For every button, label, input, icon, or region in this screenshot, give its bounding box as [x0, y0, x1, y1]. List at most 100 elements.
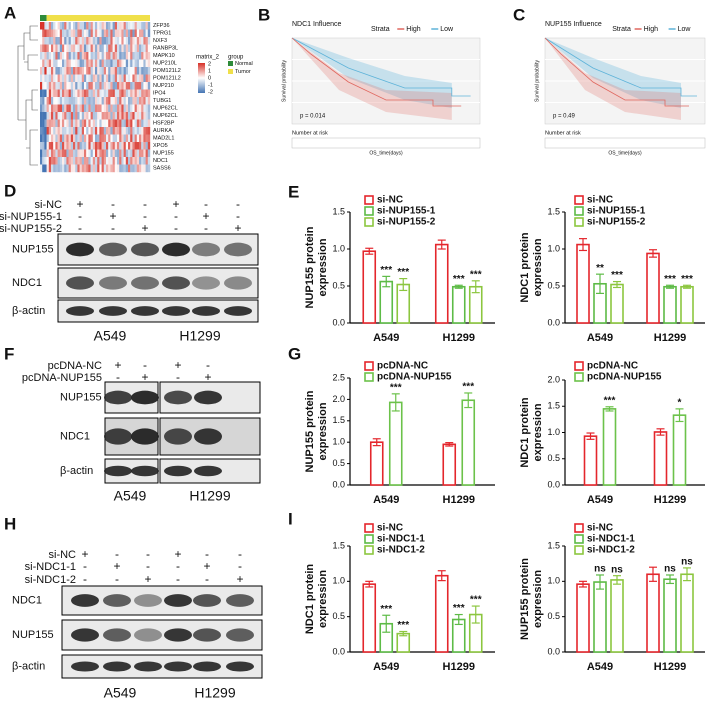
condition-sign: +: [236, 572, 243, 586]
heatmap-cell: [90, 74, 93, 83]
heatmap-cell: [62, 127, 65, 135]
heatmap-cell: [119, 29, 122, 38]
heatmap-cell: [40, 157, 43, 165]
heatmap-cell: [119, 22, 122, 30]
legend-label: pcDNA-NC: [377, 361, 428, 372]
heatmap-cell: [88, 29, 91, 38]
heatmap-cell: [128, 37, 131, 45]
heatmap-cell: [55, 134, 58, 143]
heatmap-cell: [110, 89, 113, 98]
heatmap-cell: [112, 149, 115, 158]
heatmap-cell: [117, 67, 120, 75]
heatmap-cell: [106, 59, 109, 68]
heatmap-cell: [125, 157, 129, 165]
gene-label: POM121L2: [153, 68, 181, 74]
legend-label: pcDNA-NUP155: [377, 372, 452, 383]
heatmap-cell: [73, 142, 76, 150]
heatmap-cell: [114, 127, 118, 135]
heatmap-cell: [123, 134, 126, 143]
heatmap-cell: [57, 157, 60, 165]
gene-label: NXF3: [153, 38, 167, 44]
condition-sign: -: [143, 197, 147, 211]
error-bar: [579, 238, 587, 252]
heatmap-cell: [136, 164, 140, 173]
heatmap-cell: [88, 67, 91, 75]
heatmap-cell: [136, 37, 140, 45]
heatmap-cell: [139, 37, 142, 45]
heatmap-cell: [139, 67, 142, 75]
y-tick-label: 0.5: [332, 280, 345, 290]
bar: [593, 581, 607, 653]
heatmap-cell: [136, 59, 140, 68]
heatmap-cell: [84, 142, 87, 150]
heatmap-cell: [68, 59, 71, 68]
bar: [653, 431, 668, 486]
heatmap-cell: [99, 157, 102, 165]
bar: [680, 573, 694, 653]
blot-band: [224, 242, 252, 257]
heatmap-cell: [136, 97, 140, 105]
heatmap-cell: [57, 37, 60, 45]
heatmap-cell: [125, 67, 129, 75]
error-bar: [365, 580, 374, 588]
heatmap-cell: [44, 67, 47, 75]
heatmap-cell: [117, 142, 120, 150]
heatmap-cell: [95, 89, 98, 98]
condition-sign: +: [114, 358, 121, 372]
heatmap-cell: [44, 44, 47, 53]
heatmap-cell: [62, 97, 65, 105]
heatmap-cell: [77, 119, 80, 128]
heatmap-cell: [145, 142, 148, 150]
condition-sign: -: [238, 547, 242, 561]
heatmap-cell: [46, 157, 49, 165]
y-axis-label: expression: [317, 402, 329, 460]
gene-label: NUP210L: [153, 61, 177, 67]
protein-label: NUP155: [12, 629, 54, 641]
heatmap-cell: [81, 89, 85, 98]
heatmap-cell: [55, 119, 58, 128]
heatmap-cell: [59, 67, 63, 75]
significance-label: ***: [664, 274, 676, 285]
heatmap-cell: [114, 67, 118, 75]
heatmap-cell: [62, 29, 65, 38]
heatmap-cell: [53, 29, 56, 38]
heatmap-cell: [143, 127, 146, 135]
heatmap-cell: [57, 149, 60, 158]
heatmap-cell: [81, 164, 85, 173]
heatmap-cell: [75, 104, 78, 113]
heatmap-cell: [112, 112, 115, 120]
heatmap-cell: [64, 52, 67, 60]
heatmap-cell: [53, 149, 56, 158]
heatmap-cell: [112, 82, 115, 90]
heatmap-cell: [44, 104, 47, 113]
protein-label: NDC1: [12, 277, 42, 289]
heatmap-cell: [55, 44, 58, 53]
error-bar: [454, 613, 463, 626]
heatmap-cell: [51, 82, 54, 90]
heatmap-cell: [97, 52, 100, 60]
heatmap-cell: [88, 37, 91, 45]
heatmap-cell: [81, 112, 85, 120]
heatmap-cell: [48, 52, 52, 60]
heatmap-cell: [81, 127, 85, 135]
heatmap-cell: [108, 74, 111, 83]
heatmap-cell: [48, 22, 52, 30]
heatmap-cell: [73, 67, 76, 75]
risk-title: Number at risk: [292, 130, 328, 136]
blot-band: [192, 242, 220, 257]
heatmap-cell: [51, 134, 54, 143]
legend-swatch: [574, 195, 584, 205]
heatmap-cell: [101, 29, 104, 38]
heatmap-cell: [114, 74, 118, 83]
heatmap-cell: [68, 89, 71, 98]
heatmap-cell: [64, 22, 67, 30]
bar: [369, 441, 384, 486]
heatmap-cell: [90, 44, 93, 53]
heatmap-cell: [134, 164, 137, 173]
blot-band: [134, 594, 162, 607]
legend-swatch: [364, 534, 374, 544]
heatmap-cell: [130, 149, 133, 158]
heatmap-cell: [40, 134, 43, 143]
heatmap-cell: [44, 112, 47, 120]
condition-sign: -: [143, 209, 147, 223]
